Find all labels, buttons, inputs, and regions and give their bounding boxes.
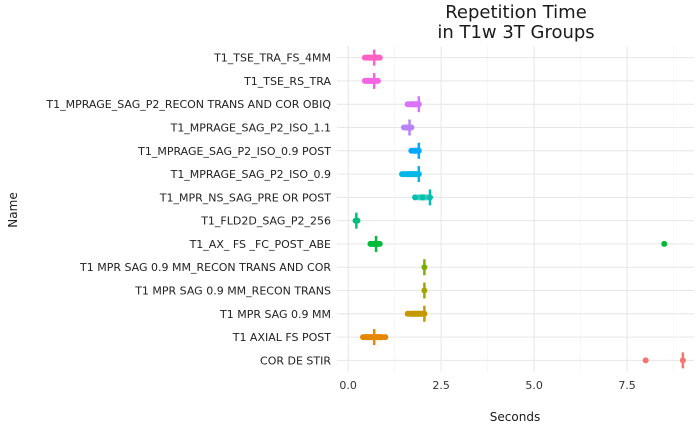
category-series bbox=[367, 235, 668, 252]
category-label: T1_MPR_NS_SAG_PRE OR POST bbox=[159, 191, 332, 204]
category-series bbox=[360, 329, 389, 346]
y-axis-title: Name bbox=[6, 192, 20, 227]
data-point bbox=[412, 194, 419, 201]
data-marks bbox=[352, 49, 686, 369]
category-series bbox=[404, 96, 422, 113]
data-point bbox=[376, 240, 383, 247]
category-label: T1_FLD2D_SAG_P2_256 bbox=[200, 215, 331, 228]
x-tick-label: 2.5 bbox=[432, 379, 450, 392]
category-label: T1_MPRAGE_SAG_P2_RECON TRANS AND COR OBI… bbox=[45, 98, 331, 111]
x-tick-label: 7.5 bbox=[618, 379, 636, 392]
category-labels: T1_TSE_TRA_FS_4MM T1_TSE_RS_TRA T1_MPRAGE_… bbox=[45, 52, 331, 368]
category-series bbox=[399, 166, 422, 183]
x-tick-label: 5.0 bbox=[525, 379, 543, 392]
category-label: T1_TSE_RS_TRA bbox=[243, 75, 331, 88]
data-point bbox=[661, 240, 668, 247]
x-tick-labels: 0.0 2.5 5.0 7.5 bbox=[339, 379, 635, 392]
category-series bbox=[352, 212, 361, 229]
category-label: T1 AXIAL FS POST bbox=[232, 331, 332, 344]
category-series bbox=[361, 72, 381, 89]
category-series bbox=[421, 282, 428, 299]
data-point bbox=[374, 77, 381, 84]
data-point bbox=[382, 334, 389, 341]
category-series bbox=[642, 352, 686, 369]
category-series bbox=[408, 142, 422, 159]
category-label: T1 MPR SAG 0.9 MM_RECON TRANS AND COR bbox=[79, 261, 331, 274]
x-axis-title: Seconds bbox=[490, 410, 540, 424]
category-series bbox=[400, 119, 415, 136]
category-label: T1_TSE_TRA_FS_4MM bbox=[213, 52, 331, 65]
category-label: T1 MPR SAG 0.9 MM bbox=[219, 308, 331, 321]
category-series bbox=[404, 305, 428, 322]
data-point bbox=[642, 357, 649, 364]
x-tick-label: 0.0 bbox=[339, 379, 357, 392]
chart-title-line-2: in T1w 3T Groups bbox=[437, 22, 594, 43]
category-label: T1_MPRAGE_SAG_P2_ISO_1.1 bbox=[170, 122, 331, 135]
category-label: T1_AX_ FS _FC_POST_ABE bbox=[189, 238, 331, 251]
grid bbox=[337, 46, 694, 372]
category-series bbox=[412, 189, 433, 206]
category-label: T1_MPRAGE_SAG_P2_ISO_0.9 POST bbox=[137, 145, 331, 158]
data-point bbox=[376, 54, 383, 61]
chart-title-line-1: Repetition Time bbox=[445, 2, 587, 23]
category-label: T1_MPRAGE_SAG_P2_ISO_0.9 bbox=[170, 168, 331, 181]
category-label: COR DE STIR bbox=[260, 354, 331, 367]
category-series bbox=[361, 49, 383, 66]
category-label: T1 MPR SAG 0.9 MM_RECON TRANS bbox=[134, 285, 331, 298]
data-point bbox=[419, 194, 426, 201]
category-series bbox=[421, 259, 428, 276]
